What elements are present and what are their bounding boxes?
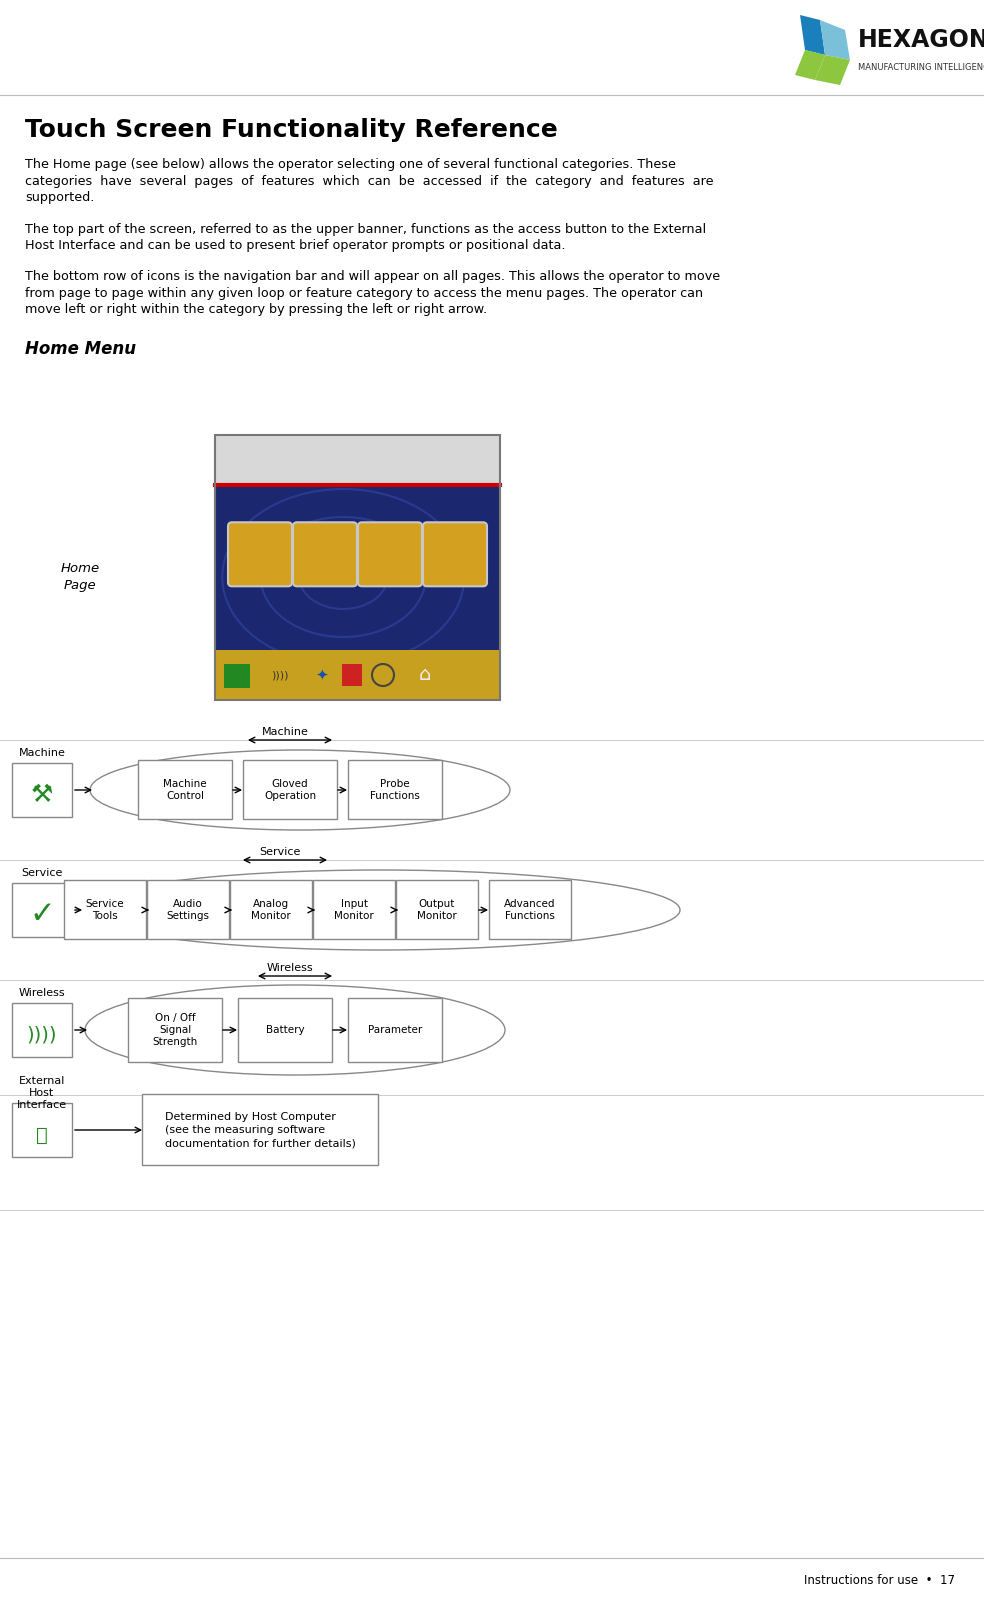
- FancyBboxPatch shape: [358, 522, 422, 586]
- Text: 🖥: 🖥: [36, 1126, 48, 1144]
- Polygon shape: [815, 54, 850, 85]
- FancyBboxPatch shape: [12, 883, 72, 937]
- Polygon shape: [800, 14, 825, 54]
- Text: Machine: Machine: [19, 748, 66, 758]
- Text: Touch Screen Functionality Reference: Touch Screen Functionality Reference: [25, 119, 558, 143]
- FancyBboxPatch shape: [142, 1094, 378, 1165]
- Text: ⌂: ⌂: [419, 665, 431, 684]
- FancyBboxPatch shape: [147, 879, 229, 939]
- Text: Input
Monitor: Input Monitor: [335, 899, 374, 921]
- Text: Determined by Host Computer
(see the measuring software
documentation for furthe: Determined by Host Computer (see the mea…: [164, 1112, 355, 1149]
- Text: Wireless: Wireless: [267, 963, 313, 972]
- Text: The bottom row of icons is the navigation bar and will appear on all pages. This: The bottom row of icons is the navigatio…: [25, 271, 720, 284]
- Text: Instructions for use  •  17: Instructions for use • 17: [804, 1573, 955, 1586]
- FancyBboxPatch shape: [224, 663, 250, 687]
- FancyBboxPatch shape: [12, 1003, 72, 1057]
- Text: MANUFACTURING INTELLIGENCE: MANUFACTURING INTELLIGENCE: [858, 64, 984, 72]
- Text: Machine
Control: Machine Control: [163, 779, 207, 801]
- FancyBboxPatch shape: [215, 436, 500, 485]
- Text: External
Host
Interface: External Host Interface: [17, 1077, 67, 1110]
- FancyBboxPatch shape: [243, 759, 337, 819]
- FancyBboxPatch shape: [215, 650, 500, 700]
- FancyBboxPatch shape: [348, 998, 442, 1062]
- FancyBboxPatch shape: [215, 485, 500, 650]
- FancyBboxPatch shape: [489, 879, 571, 939]
- FancyBboxPatch shape: [348, 759, 442, 819]
- Text: move left or right within the category by pressing the left or right arrow.: move left or right within the category b…: [25, 303, 487, 316]
- Text: HEXAGON: HEXAGON: [858, 27, 984, 51]
- Text: Advanced
Functions: Advanced Functions: [504, 899, 556, 921]
- FancyBboxPatch shape: [293, 522, 357, 586]
- FancyBboxPatch shape: [342, 663, 362, 686]
- Text: )))): )))): [27, 1025, 57, 1045]
- Text: Host Interface and can be used to present brief operator prompts or positional d: Host Interface and can be used to presen…: [25, 240, 566, 253]
- Text: Home Menu: Home Menu: [25, 340, 136, 357]
- Text: Gloved
Operation: Gloved Operation: [264, 779, 316, 801]
- Text: Service: Service: [22, 868, 63, 878]
- Text: Parameter: Parameter: [368, 1025, 422, 1035]
- FancyBboxPatch shape: [12, 1104, 72, 1157]
- Text: ✦: ✦: [316, 668, 329, 682]
- Text: The Home page (see below) allows the operator selecting one of several functiona: The Home page (see below) allows the ope…: [25, 159, 676, 171]
- FancyBboxPatch shape: [230, 879, 312, 939]
- Text: Battery: Battery: [266, 1025, 304, 1035]
- FancyBboxPatch shape: [228, 522, 292, 586]
- FancyBboxPatch shape: [396, 879, 478, 939]
- Ellipse shape: [85, 985, 505, 1075]
- Text: ✓: ✓: [30, 900, 55, 929]
- FancyBboxPatch shape: [238, 998, 332, 1062]
- Text: Output
Monitor: Output Monitor: [417, 899, 457, 921]
- Text: from page to page within any given loop or feature category to access the menu p: from page to page within any given loop …: [25, 287, 704, 300]
- Text: Probe
Functions: Probe Functions: [370, 779, 420, 801]
- FancyBboxPatch shape: [423, 522, 487, 586]
- FancyBboxPatch shape: [128, 998, 222, 1062]
- Text: supported.: supported.: [25, 191, 94, 203]
- Text: )))): )))): [272, 670, 288, 679]
- Text: On / Off
Signal
Strength: On / Off Signal Strength: [153, 1012, 198, 1048]
- Text: categories  have  several  pages  of  features  which  can  be  accessed  if  th: categories have several pages of feature…: [25, 175, 713, 187]
- FancyBboxPatch shape: [12, 763, 72, 817]
- Text: Audio
Settings: Audio Settings: [166, 899, 210, 921]
- Polygon shape: [795, 50, 825, 80]
- Ellipse shape: [80, 870, 680, 950]
- FancyBboxPatch shape: [138, 759, 232, 819]
- Text: Wireless: Wireless: [19, 988, 65, 998]
- Text: Service
Tools: Service Tools: [86, 899, 124, 921]
- Text: ⚒: ⚒: [31, 783, 53, 807]
- Text: Machine: Machine: [262, 727, 308, 737]
- Text: Home
Page: Home Page: [60, 561, 99, 593]
- Polygon shape: [820, 19, 850, 59]
- Ellipse shape: [90, 750, 510, 830]
- Text: The top part of the screen, referred to as the upper banner, functions as the ac: The top part of the screen, referred to …: [25, 223, 707, 235]
- Text: Analog
Monitor: Analog Monitor: [251, 899, 291, 921]
- FancyBboxPatch shape: [64, 879, 146, 939]
- FancyBboxPatch shape: [313, 879, 395, 939]
- Text: Service: Service: [260, 847, 301, 857]
